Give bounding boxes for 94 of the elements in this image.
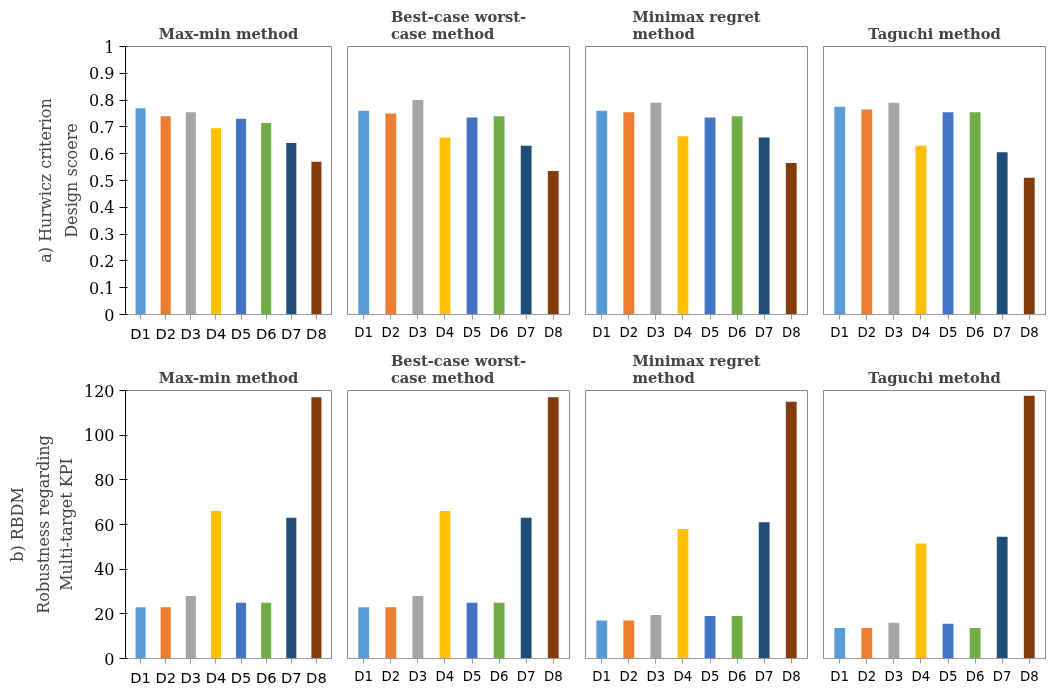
x-tick-label: D6 (489, 324, 509, 340)
x-tick-label: D3 (646, 668, 666, 684)
y-tick-label: 0.7 (89, 117, 115, 137)
x-tick-label: D8 (306, 324, 327, 342)
x-tick-label: D8 (781, 668, 801, 684)
y-tick-label: 0.2 (89, 251, 115, 271)
chart-title: Best-case worst- case method (390, 351, 527, 386)
y-tick-label: 0.4 (89, 198, 115, 218)
x-tick-label: D6 (255, 324, 277, 342)
y-tick-label: 0.6 (89, 144, 115, 164)
x-tick-label: D4 (673, 324, 693, 340)
x-tick-label: D5 (938, 324, 958, 340)
x-tick-label: D4 (911, 324, 931, 340)
x-tick-label: D1 (130, 324, 151, 342)
chart-title: Best-case worst- case method (390, 7, 527, 42)
x-tick-label: D4 (673, 668, 693, 684)
x-tick-label: D6 (727, 668, 747, 684)
x-tick-label: D4 (205, 324, 227, 342)
x-tick-label: D2 (381, 668, 401, 684)
x-tick-label: D3 (646, 324, 666, 340)
x-tick-label: D8 (1019, 668, 1039, 684)
x-tick-label: D3 (408, 324, 428, 340)
x-tick-label: D8 (306, 668, 327, 686)
x-tick-label: D6 (255, 668, 277, 686)
y-tick-label: 80 (94, 470, 115, 490)
x-tick-label: D3 (180, 324, 202, 342)
x-tick-label: D2 (857, 668, 877, 684)
x-tick-label: D1 (830, 324, 850, 340)
x-tick-label: D1 (354, 668, 374, 684)
x-tick-label: D3 (884, 668, 904, 684)
x-tick-label: D7 (754, 668, 774, 684)
x-tick-label: D2 (155, 324, 177, 342)
y-tick-label: 40 (94, 560, 115, 580)
x-tick-label: D1 (592, 668, 612, 684)
x-tick-label: D7 (516, 668, 536, 684)
chart-title: Minimax regret method (632, 7, 761, 42)
x-tick-label: D6 (489, 668, 509, 684)
x-tick-label: D5 (462, 668, 482, 684)
x-tick-label: D1 (592, 324, 612, 340)
x-tick-label: D8 (543, 668, 563, 684)
y-tick-label: 60 (94, 515, 115, 535)
y-tick-label: 20 (94, 604, 115, 624)
x-tick-label: D7 (992, 668, 1012, 684)
y-tick-label: 0.9 (89, 64, 115, 84)
y-tick-label: 0 (104, 649, 115, 669)
x-tick-label: D3 (180, 668, 202, 686)
x-tick-label: D6 (965, 668, 985, 684)
y-axis-title: Design scoere (62, 123, 82, 238)
y-tick-label: 0.3 (89, 225, 115, 245)
x-tick-label: D7 (754, 324, 774, 340)
x-tick-label: D6 (727, 324, 747, 340)
x-tick-label: D2 (381, 324, 401, 340)
x-tick-label: D6 (965, 324, 985, 340)
x-tick-label: D7 (992, 324, 1012, 340)
x-tick-label: D7 (281, 324, 302, 342)
x-tick-label: D1 (830, 668, 850, 684)
x-tick-label: D4 (911, 668, 931, 684)
x-tick-label: D5 (230, 668, 252, 686)
x-tick-label: D5 (700, 324, 720, 340)
x-tick-label: D2 (857, 324, 877, 340)
x-tick-label: D2 (619, 324, 639, 340)
x-tick-label: D4 (435, 324, 455, 340)
x-tick-label: D5 (938, 668, 958, 684)
x-tick-label: D5 (700, 668, 720, 684)
y-tick-label: 0.8 (89, 91, 115, 111)
x-tick-label: D4 (435, 668, 455, 684)
chart-title: Taguchi method (868, 24, 1001, 42)
x-tick-label: D1 (130, 668, 151, 686)
x-tick-label: D8 (543, 324, 563, 340)
x-tick-label: D7 (281, 668, 302, 686)
x-tick-label: D2 (619, 668, 639, 684)
x-tick-label: D4 (205, 668, 227, 686)
x-tick-label: D5 (462, 324, 482, 340)
x-tick-label: D1 (354, 324, 374, 340)
y-tick-label: 1 (104, 37, 115, 57)
y-tick-label: 100 (83, 426, 115, 446)
y-tick-label: 120 (83, 381, 115, 401)
y-tick-label: 0 (104, 305, 115, 325)
text: b) RBDM (7, 487, 27, 562)
y-tick-label: 0.1 (89, 278, 115, 298)
x-tick-label: D2 (155, 668, 177, 686)
x-tick-label: D7 (516, 324, 536, 340)
chart-title: Minimax regret method (632, 351, 761, 386)
x-tick-label: D3 (884, 324, 904, 340)
x-tick-label: D3 (408, 668, 428, 684)
x-tick-label: D8 (1019, 324, 1039, 340)
x-tick-label: D8 (781, 324, 801, 340)
y-tick-label: 0.5 (89, 171, 115, 191)
x-tick-label: D5 (230, 324, 252, 342)
text: a) Hurwicz criterion (35, 98, 55, 263)
y-axis-title: Robustness regarding Multi-target KPI (34, 435, 76, 614)
chart-title: Max-min method (158, 24, 299, 42)
chart-title: Max-min method (158, 368, 299, 386)
chart-title: Taguchi metohd (868, 368, 1001, 386)
